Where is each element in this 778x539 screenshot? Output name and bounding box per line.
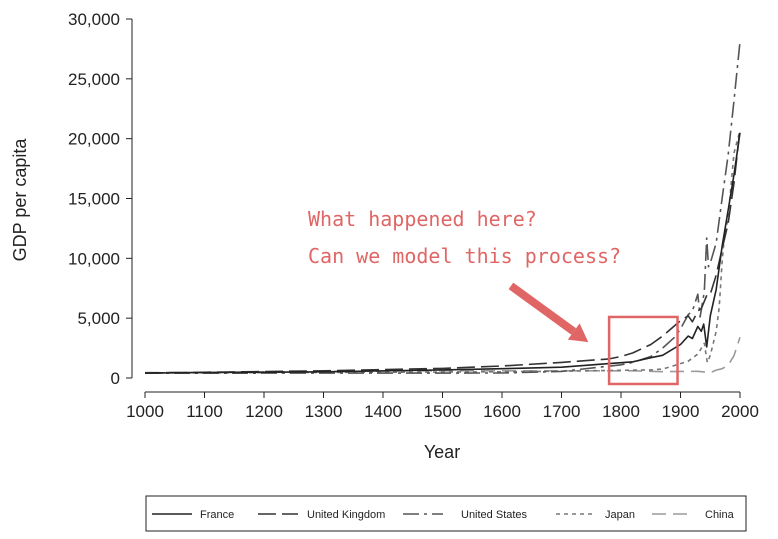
annotation-arrow-head — [567, 323, 589, 343]
legend-label: Japan — [605, 509, 635, 521]
y-tick-label: 25,000 — [68, 70, 120, 89]
x-tick-label: 1200 — [245, 402, 283, 421]
series-layer — [144, 41, 741, 374]
highlight-box — [607, 315, 679, 386]
x-axis: 1000 1100 1200 1300 1400 1500 1600 1700 1800 1900… — [126, 391, 759, 421]
x-tick-label: 1000 — [126, 402, 164, 421]
legend-label: United States — [461, 509, 528, 521]
y-axis: 0 5,000 10,000 15,000 20,000 25,000 30,000 — [68, 10, 133, 388]
annotation-arrow-shaft — [508, 282, 577, 335]
legend-label: France — [200, 509, 234, 521]
y-axis-title: GDP per capita — [10, 138, 30, 262]
series-line-united-states — [144, 41, 741, 374]
x-tick-label: 1100 — [186, 402, 223, 421]
y-tick-label: 30,000 — [68, 10, 120, 29]
y-tick-label: 0 — [111, 369, 120, 388]
series-line-france — [144, 132, 741, 374]
x-tick-label: 1300 — [305, 402, 343, 421]
annotation-line-1: What happened here? — [308, 207, 537, 231]
x-tick-label: 2000 — [721, 402, 759, 421]
y-tick-label: 10,000 — [68, 249, 120, 268]
y-tick-label: 15,000 — [68, 190, 120, 209]
x-tick-label: 1400 — [364, 402, 402, 421]
legend-label: China — [705, 509, 735, 521]
annotation: What happened here? Can we model this pr… — [308, 207, 679, 386]
series-line-china — [144, 337, 741, 374]
annotation-line-2: Can we model this process? — [308, 244, 621, 268]
y-tick-label: 20,000 — [68, 130, 120, 149]
x-tick-label: 1700 — [543, 402, 581, 421]
x-axis-title: Year — [424, 442, 460, 462]
x-tick-label: 1900 — [662, 402, 700, 421]
legend: France United Kingdom United States Japan Ch… — [145, 495, 747, 532]
y-tick-label: 5,000 — [77, 309, 120, 328]
x-tick-label: 1800 — [602, 402, 640, 421]
legend-frame — [145, 495, 747, 532]
x-tick-label: 1500 — [424, 402, 462, 421]
legend-label: United Kingdom — [307, 509, 385, 521]
series-line-united-kingdom — [144, 129, 741, 374]
x-tick-label: 1600 — [483, 402, 521, 421]
